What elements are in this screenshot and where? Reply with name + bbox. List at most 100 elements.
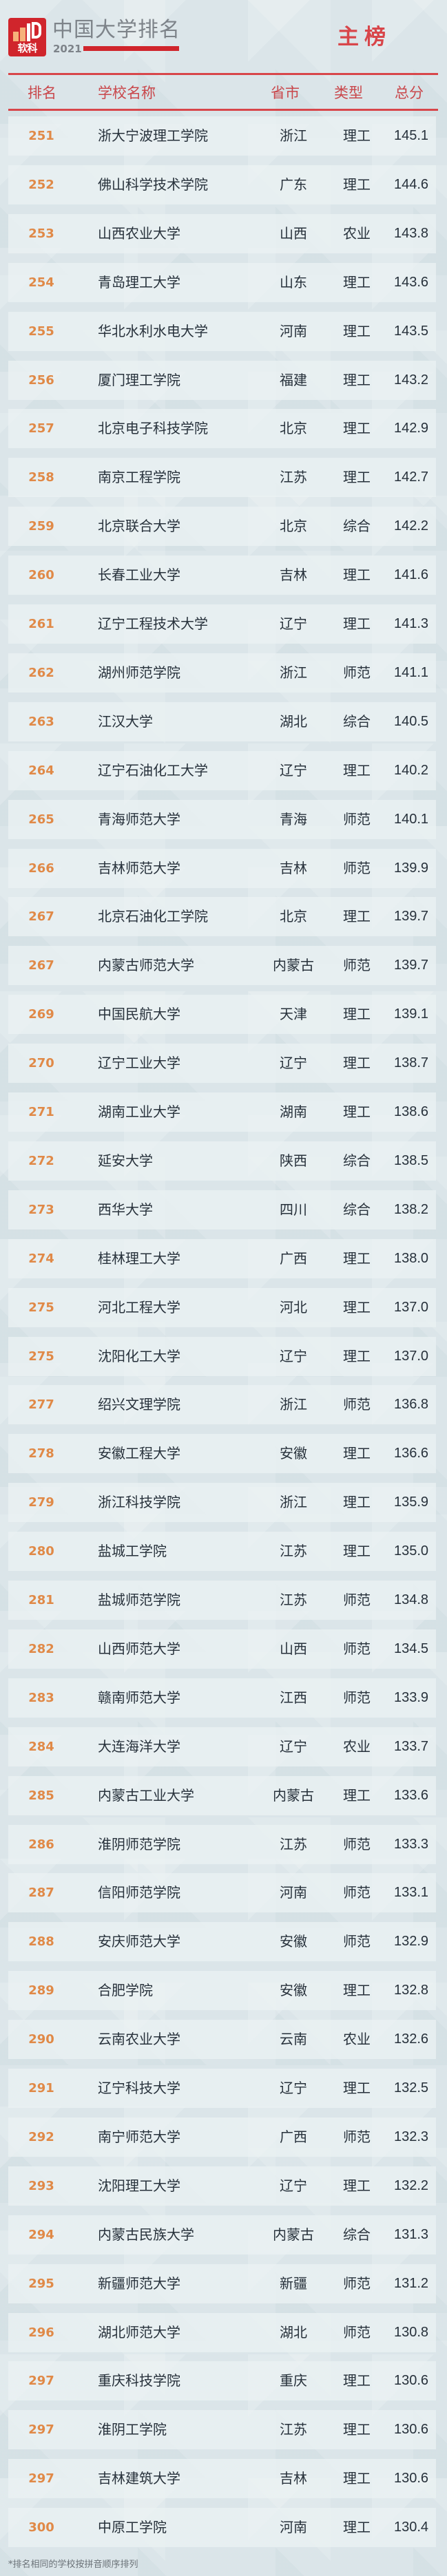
rank-cell: 278 <box>28 1446 54 1461</box>
province-cell: 辽宁 <box>280 1055 307 1072</box>
school-name-cell: 安徽工程大学 <box>98 1445 180 1462</box>
score-cell: 139.7 <box>393 909 429 925</box>
table-row: 266 吉林师范大学 吉林 师范 139.9 <box>8 848 436 888</box>
type-cell: 农业 <box>343 224 371 242</box>
score-cell: 130.8 <box>393 2324 429 2340</box>
rank-cell: 279 <box>28 1495 54 1510</box>
school-name-cell: 青岛理工大学 <box>98 273 180 291</box>
province-cell: 新疆 <box>280 2274 307 2292</box>
rank-cell: 270 <box>28 1056 54 1071</box>
score-cell: 131.2 <box>393 2275 429 2291</box>
province-cell: 广西 <box>280 1249 307 1267</box>
type-cell: 理工 <box>343 420 371 437</box>
table-row: 274 桂林理工大学 广西 理工 138.0 <box>8 1238 436 1278</box>
school-name-cell: 盐城工学院 <box>98 1543 167 1560</box>
rank-cell: 251 <box>28 129 54 143</box>
school-name-cell: 中国民航大学 <box>98 1006 180 1023</box>
rank-cell: 300 <box>28 2520 54 2535</box>
table-row: 260 长春工业大学 吉林 理工 141.6 <box>8 556 436 595</box>
type-cell: 理工 <box>343 615 371 632</box>
table-row: 294 内蒙古民族大学 内蒙古 综合 131.3 <box>8 2215 436 2255</box>
school-name-cell: 河北工程大学 <box>98 1298 180 1316</box>
province-cell: 广东 <box>280 176 307 193</box>
school-name-cell: 辽宁石油化工大学 <box>98 761 208 779</box>
type-cell: 理工 <box>343 1494 371 1511</box>
type-cell: 师范 <box>343 664 371 681</box>
score-cell: 137.0 <box>393 1348 429 1364</box>
province-cell: 北京 <box>280 908 307 925</box>
score-cell: 144.6 <box>393 176 429 192</box>
school-name-cell: 绍兴文理学院 <box>98 1396 180 1413</box>
type-cell: 师范 <box>343 2274 371 2292</box>
province-cell: 河北 <box>280 1298 307 1316</box>
type-cell: 师范 <box>343 1640 371 1657</box>
province-cell: 江苏 <box>280 1835 307 1852</box>
school-name-cell: 淮阴师范学院 <box>98 1835 180 1852</box>
school-name-cell: 大连海洋大学 <box>98 1738 180 1755</box>
type-cell: 理工 <box>343 1347 371 1364</box>
rank-cell: 297 <box>28 2422 54 2438</box>
province-cell: 浙江 <box>280 1396 307 1413</box>
rank-cell: 275 <box>28 1300 54 1315</box>
province-cell: 内蒙古 <box>273 1786 314 1804</box>
school-name-cell: 内蒙古工业大学 <box>98 1786 194 1804</box>
table-row: 297 重庆科技学院 重庆 理工 130.6 <box>8 2361 436 2401</box>
type-cell: 理工 <box>343 2372 371 2389</box>
table-row: 273 西华大学 四川 综合 138.2 <box>8 1190 436 1229</box>
score-cell: 140.2 <box>393 762 429 778</box>
score-cell: 132.2 <box>393 2177 429 2193</box>
score-cell: 139.7 <box>393 958 429 973</box>
type-cell: 农业 <box>343 2031 371 2048</box>
province-cell: 辽宁 <box>280 761 307 779</box>
score-cell: 135.9 <box>393 1495 429 1510</box>
type-cell: 理工 <box>343 1445 371 1462</box>
table-row: 267 北京石油化工学院 北京 理工 139.7 <box>8 897 436 937</box>
table-row: 282 山西师范大学 山西 师范 134.5 <box>8 1629 436 1669</box>
table-row: 300 中原工学院 河南 理工 130.4 <box>8 2508 436 2548</box>
province-cell: 浙江 <box>280 1494 307 1511</box>
school-name-cell: 北京联合大学 <box>98 518 180 535</box>
school-name-cell: 湖州师范学院 <box>98 664 180 681</box>
column-header-province: 省市 <box>271 85 300 101</box>
score-cell: 143.2 <box>393 372 429 388</box>
score-cell: 142.7 <box>393 469 429 485</box>
table-row: 258 南京工程学院 江苏 理工 142.7 <box>8 458 436 498</box>
province-cell: 湖南 <box>280 1104 307 1120</box>
score-cell: 132.8 <box>393 1983 429 1998</box>
score-cell: 130.4 <box>393 2520 429 2535</box>
province-cell: 青海 <box>280 810 307 827</box>
type-cell: 理工 <box>343 371 371 388</box>
rank-cell: 286 <box>28 1837 54 1852</box>
rank-cell: 263 <box>28 714 54 729</box>
table-row: 267 内蒙古师范大学 内蒙古 师范 139.7 <box>8 946 436 986</box>
rank-cell: 262 <box>28 665 54 680</box>
school-name-cell: 湖南工业大学 <box>98 1104 180 1120</box>
type-cell: 综合 <box>343 518 371 535</box>
rank-cell: 267 <box>28 958 54 973</box>
province-cell: 浙江 <box>280 127 307 144</box>
score-cell: 141.1 <box>393 664 429 680</box>
footnote: *排名相同的学校按拼音顺序排列 <box>8 2559 138 2570</box>
score-cell: 135.0 <box>393 1543 429 1559</box>
province-cell: 天津 <box>280 1006 307 1023</box>
score-cell: 138.6 <box>393 1104 429 1119</box>
school-name-cell: 西华大学 <box>98 1201 153 1218</box>
province-cell: 河南 <box>280 2519 307 2536</box>
province-cell: 内蒙古 <box>273 2226 314 2243</box>
province-cell: 江苏 <box>280 1592 307 1608</box>
rank-cell: 273 <box>28 1202 54 1217</box>
type-cell: 师范 <box>343 810 371 827</box>
type-cell: 师范 <box>343 859 371 876</box>
column-header-score: 总分 <box>395 85 424 101</box>
column-header-rank: 排名 <box>28 85 56 101</box>
table-row: 265 青海师范大学 青海 师范 140.1 <box>8 799 436 839</box>
type-cell: 综合 <box>343 1152 371 1169</box>
school-name-cell: 浙江科技学院 <box>98 1494 180 1511</box>
rank-cell: 284 <box>28 1739 54 1754</box>
school-name-cell: 吉林师范大学 <box>98 859 180 876</box>
type-cell: 理工 <box>343 469 371 486</box>
rank-cell: 288 <box>28 1934 54 1950</box>
school-name-cell: 青海师范大学 <box>98 810 180 827</box>
rank-cell: 277 <box>28 1397 54 1413</box>
table-row: 290 云南农业大学 云南 农业 132.6 <box>8 2020 436 2060</box>
